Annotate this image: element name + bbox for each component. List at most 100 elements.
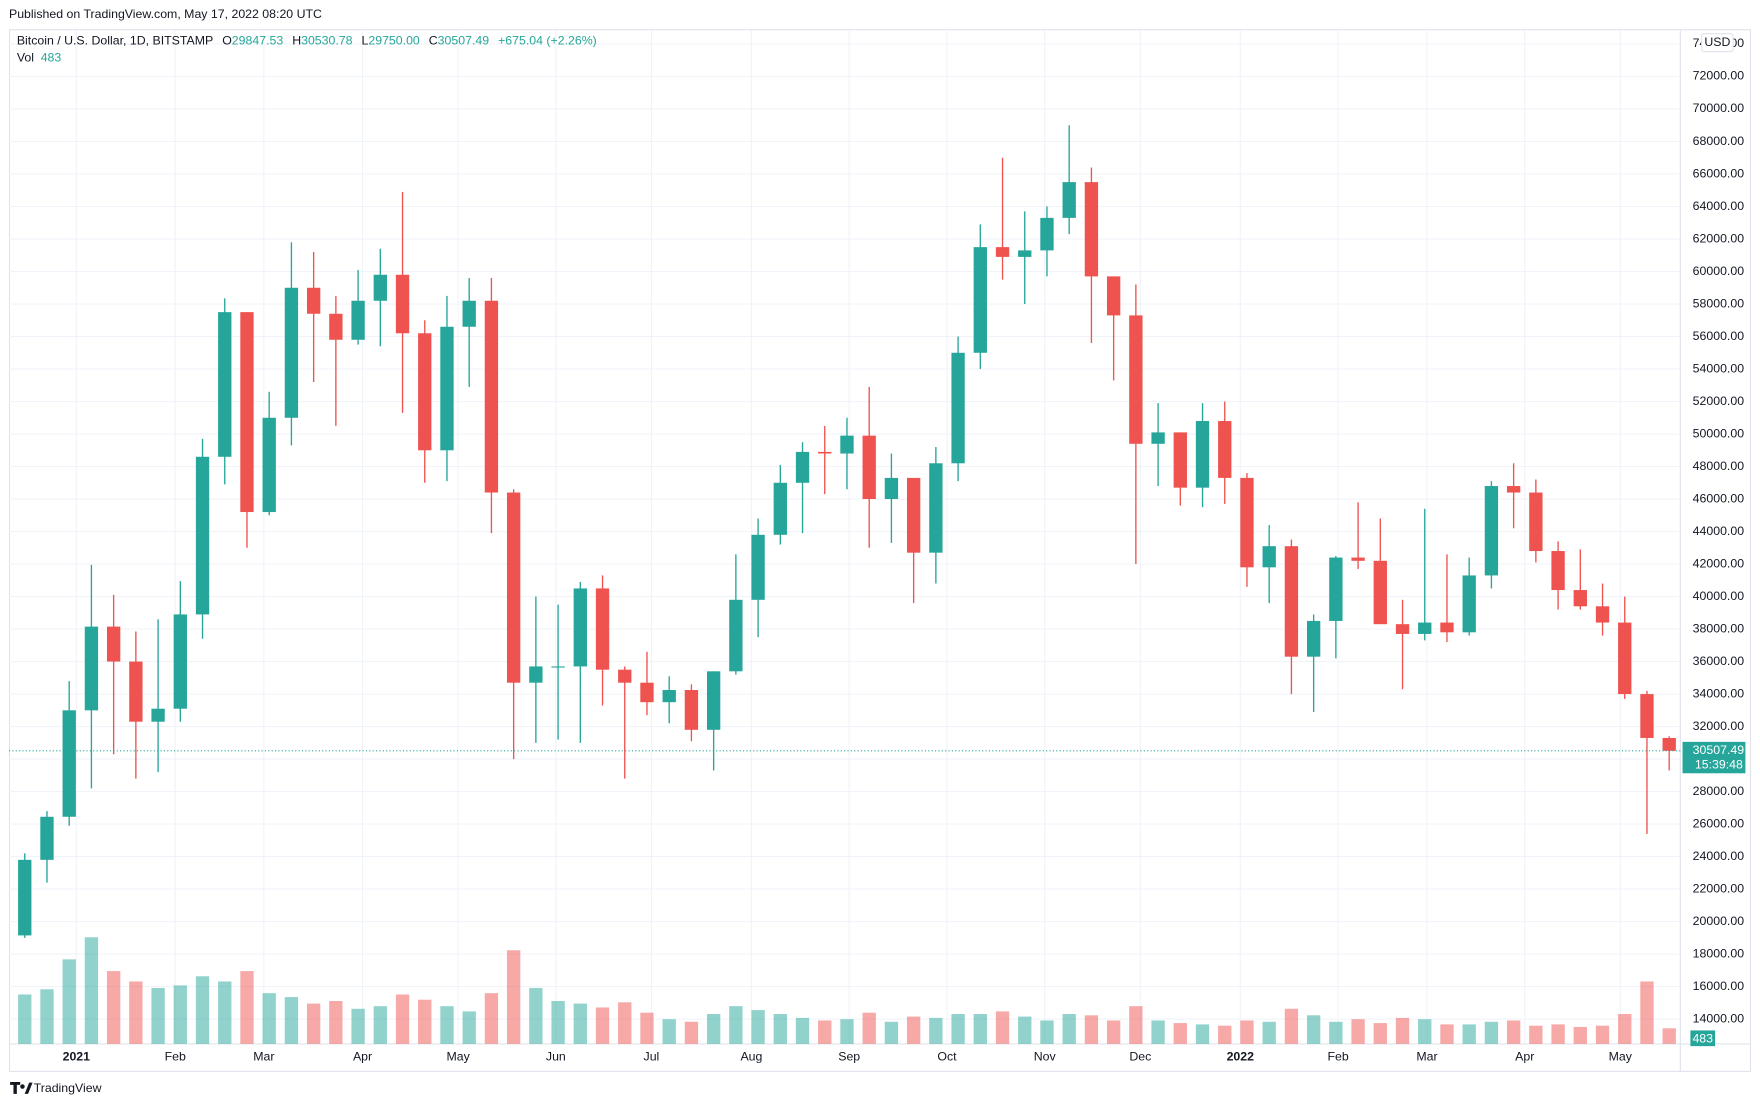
volume-bar <box>1151 1020 1165 1044</box>
legend-line: Bitcoin / U.S. Dollar, 1D, BITSTAMP O2984… <box>17 34 597 48</box>
volume-bar <box>573 1003 587 1044</box>
candle-body <box>1662 737 1676 751</box>
candle-body <box>973 247 987 353</box>
volume-bar <box>662 1019 676 1044</box>
y-tick-label: 14000.00 <box>1693 1011 1745 1025</box>
volume-bar <box>1084 1015 1099 1044</box>
y-tick-label: 18000.00 <box>1693 946 1745 960</box>
chart-frame <box>8 29 1752 1072</box>
y-tick-label: 26000.00 <box>1693 816 1745 830</box>
candles <box>8 125 1681 938</box>
volume-bar <box>1640 981 1654 1044</box>
volume-bar <box>884 1021 899 1044</box>
volume-bar <box>684 1021 699 1044</box>
field-label: H <box>292 34 301 48</box>
currency-badge[interactable] <box>1701 33 1734 53</box>
y-tick-label: 28000.00 <box>1693 784 1745 798</box>
candle-body <box>1529 492 1543 552</box>
x-tick-label: Dec <box>1129 1050 1151 1064</box>
volume-bar <box>1618 1013 1632 1044</box>
candle-body <box>1573 590 1587 607</box>
candle-body <box>662 690 676 703</box>
volume-bar <box>84 937 99 1044</box>
candle-body <box>1062 182 1076 218</box>
volume-bar <box>1306 1015 1321 1044</box>
candle-body <box>1262 546 1276 568</box>
volume-bar <box>351 1008 365 1044</box>
volume-bar <box>618 1002 632 1044</box>
candle-body <box>484 300 499 493</box>
candle-body <box>818 451 832 454</box>
candle-body <box>751 534 765 600</box>
y-tick-label: 36000.00 <box>1693 654 1745 668</box>
y-tick-label: 40000.00 <box>1693 589 1745 603</box>
volume-bar <box>373 1006 387 1044</box>
candle-body <box>551 666 565 668</box>
candle-body <box>1373 560 1387 625</box>
candle-body <box>462 300 476 327</box>
y-tick-label: 34000.00 <box>1693 686 1745 700</box>
candle-body <box>1506 486 1521 493</box>
field-label: C <box>429 34 438 48</box>
volume-bar <box>195 976 210 1044</box>
candle-body <box>106 626 121 662</box>
volume-bar <box>1040 1020 1054 1044</box>
volume-bar <box>1240 1020 1254 1044</box>
candle-body <box>1195 421 1210 488</box>
y-tick-label: 50000.00 <box>1693 426 1745 440</box>
candle-body <box>1395 624 1410 634</box>
volume-bar <box>773 1013 787 1044</box>
volume-bar <box>506 950 521 1044</box>
volume-bar <box>1262 1021 1276 1044</box>
y-tick-label: 46000.00 <box>1693 491 1745 505</box>
candle-body <box>906 477 921 553</box>
y-tick-label: 24000.00 <box>1693 849 1745 863</box>
candle-body <box>329 313 343 340</box>
volume-axis-label: 483 <box>1692 1032 1713 1046</box>
candle-body <box>173 614 187 709</box>
y-tick-label: 72000.00 <box>1693 69 1745 83</box>
x-tick-label: Mar <box>253 1050 274 1064</box>
candle-body <box>951 352 965 464</box>
candle-body <box>84 626 99 711</box>
candle-body <box>1329 557 1343 621</box>
grid <box>8 30 1681 1044</box>
volume-bar <box>1351 1019 1365 1044</box>
volume-label: Vol <box>17 51 34 65</box>
candle-body <box>840 435 854 454</box>
volume-bar <box>1173 1023 1187 1044</box>
field-value: 30530.78 <box>301 34 353 48</box>
x-tick-label: Apr <box>1515 1050 1534 1064</box>
volume-value: 483 <box>41 51 62 65</box>
field-label: O <box>222 34 232 48</box>
y-tick-label: 66000.00 <box>1693 166 1745 180</box>
candle-body <box>862 435 876 500</box>
candle-body <box>351 300 365 340</box>
volume-axis-badge <box>1690 1030 1716 1047</box>
volume-bars <box>18 937 1676 1044</box>
volume-bar <box>1440 1024 1454 1044</box>
y-tick-label: 52000.00 <box>1693 394 1745 408</box>
volume-bar <box>1395 1017 1410 1044</box>
candle-body <box>418 333 432 451</box>
volume-bar <box>240 971 254 1044</box>
volume-bar <box>529 987 543 1044</box>
candle-body <box>195 456 210 615</box>
candle-body <box>1462 575 1476 633</box>
candle-body <box>929 463 943 553</box>
y-tick-label: 20000.00 <box>1693 914 1745 928</box>
volume-bar <box>418 999 432 1044</box>
x-tick-label: 2021 <box>63 1050 91 1064</box>
volume-bar <box>1062 1013 1076 1044</box>
volume-bar <box>440 1006 454 1044</box>
volume-bar <box>1106 1020 1121 1044</box>
volume-bar <box>1462 1024 1476 1044</box>
x-tick-label: Oct <box>937 1050 957 1064</box>
candle-body <box>284 287 299 418</box>
volume-bar <box>306 1003 321 1044</box>
currency: USD <box>1704 35 1730 49</box>
x-tick-label: Sep <box>838 1050 860 1064</box>
volume-bar <box>818 1020 832 1044</box>
